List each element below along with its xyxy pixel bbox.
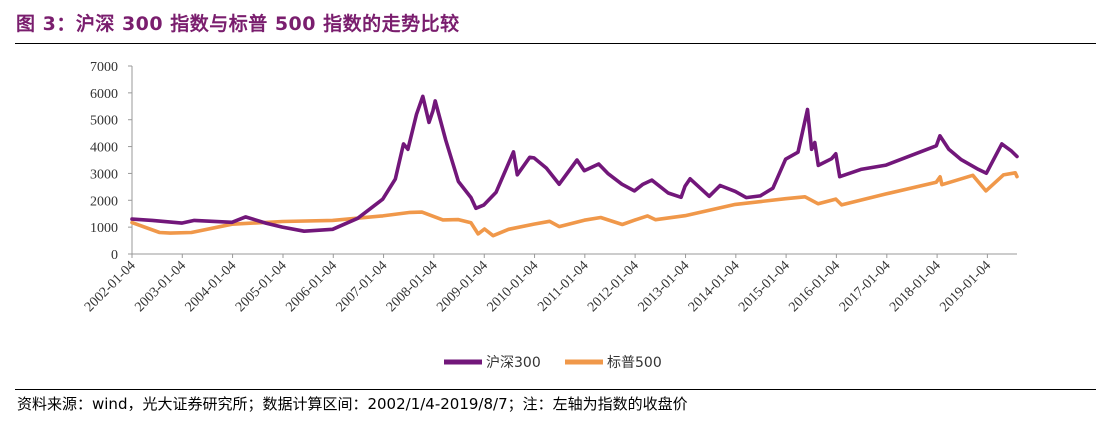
x-tick-label: 2006-01-04 <box>283 258 340 315</box>
y-tick-label: 5000 <box>90 114 118 129</box>
x-tick-label: 2010-01-04 <box>485 258 542 315</box>
x-tick-label: 2017-01-04 <box>837 258 894 315</box>
series-line-hs300 <box>130 94 1019 233</box>
y-axis: 0 1000 2000 3000 4000 5000 6000 7000 <box>90 60 133 263</box>
y-tick-label: 0 <box>111 248 118 263</box>
series-layer <box>130 94 1019 238</box>
y-tick-label: 4000 <box>90 141 118 156</box>
y-tick-label: 1000 <box>90 221 118 236</box>
index-comparison-chart: 0 1000 2000 3000 4000 5000 6000 7000 2002-01-04… <box>82 60 1019 371</box>
legend: 沪深300 标普500 <box>444 355 662 371</box>
x-tick-label: 2009-01-04 <box>434 258 491 315</box>
y-tick-label: 3000 <box>90 167 118 182</box>
x-tick-label: 2007-01-04 <box>334 258 391 315</box>
title-divider <box>15 43 1096 44</box>
series-line-sp500 <box>130 171 1019 238</box>
source-note: 资料来源：wind，光大证券研究所；数据计算区间：2002/1/4-2019/8… <box>17 395 688 413</box>
x-tick-label: 2008-01-04 <box>384 258 441 315</box>
figure-title: 图 3：沪深 300 指数与标普 500 指数的走势比较 <box>16 13 460 35</box>
x-tick-label: 2014-01-04 <box>686 258 743 315</box>
source-divider <box>15 389 1096 390</box>
legend-label: 沪深300 <box>486 355 541 371</box>
x-tick-label: 2016-01-04 <box>786 258 843 315</box>
y-tick-label: 2000 <box>90 194 118 209</box>
x-tick-label: 2004-01-04 <box>183 258 240 315</box>
y-tick-label: 7000 <box>90 60 118 75</box>
x-tick-label: 2011-01-04 <box>535 258 591 314</box>
x-tick-label: 2019-01-04 <box>937 258 994 315</box>
y-tick-label: 6000 <box>90 87 118 102</box>
x-tick-label: 2012-01-04 <box>585 258 642 315</box>
x-tick-label: 2005-01-04 <box>233 258 290 315</box>
x-axis: 2002-01-042003-01-042004-01-042005-01-04… <box>82 253 1017 315</box>
x-tick-label: 2002-01-04 <box>82 258 139 315</box>
x-tick-label: 2003-01-04 <box>132 258 189 315</box>
x-tick-label: 2015-01-04 <box>736 258 793 315</box>
x-tick-label: 2018-01-04 <box>887 258 944 315</box>
x-tick-label: 2013-01-04 <box>636 258 693 315</box>
legend-label: 标普500 <box>607 355 662 371</box>
